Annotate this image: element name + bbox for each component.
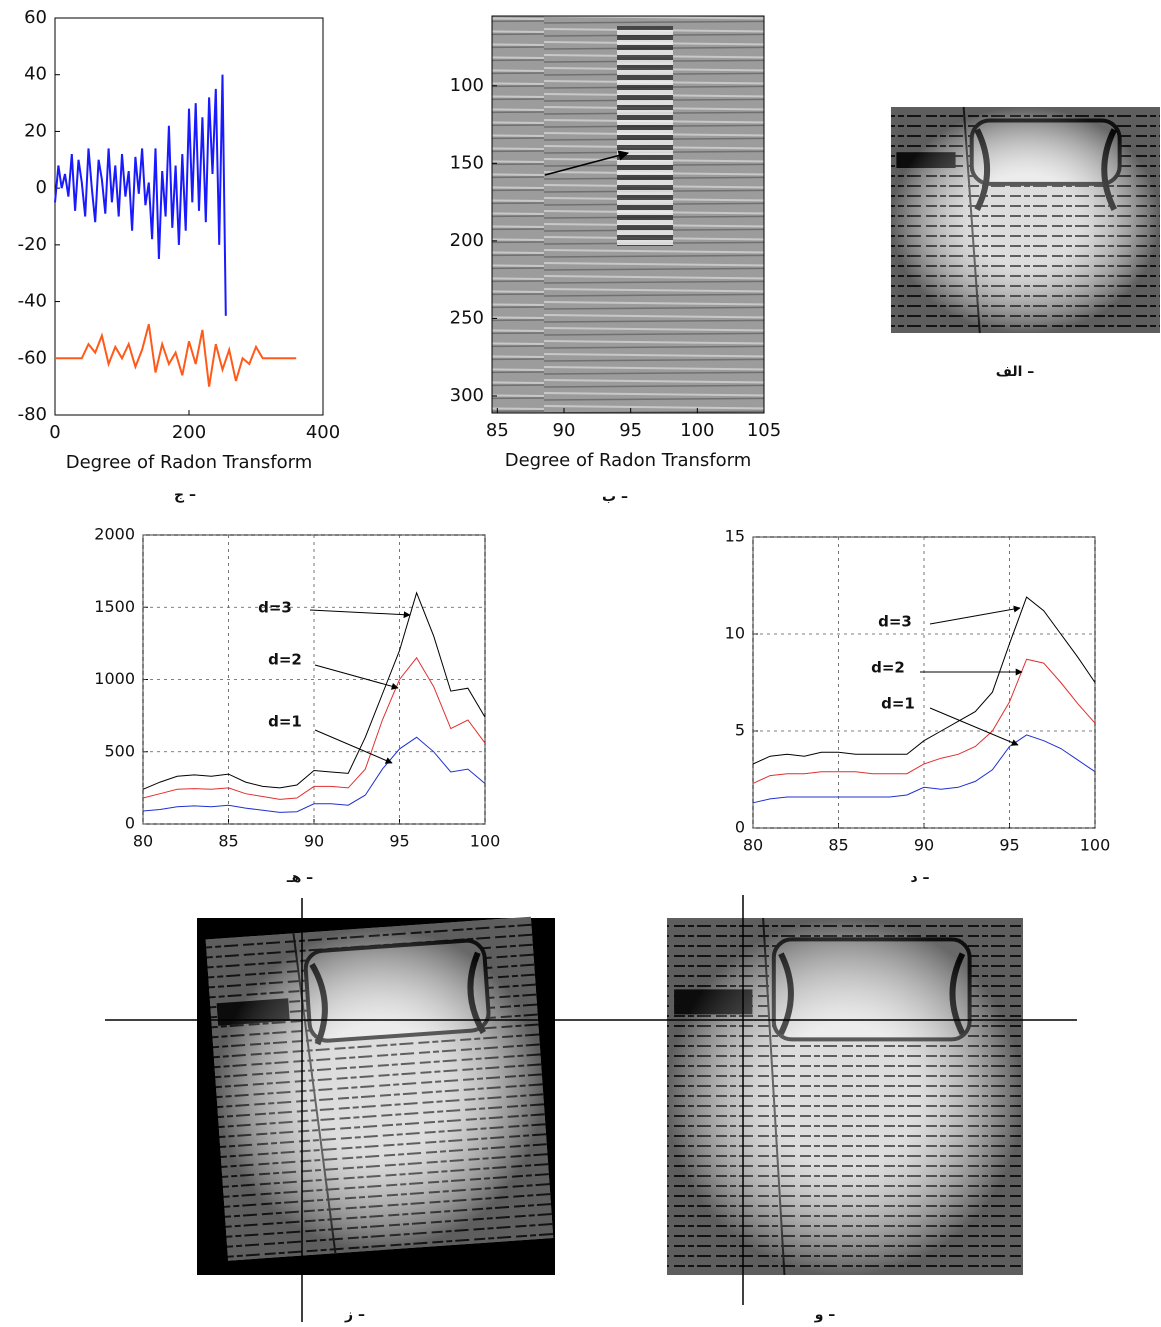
y-tick-label: 1000 <box>94 669 135 688</box>
annotation-arrow <box>314 729 393 764</box>
series-line <box>752 658 1096 784</box>
y-tick-label: 20 <box>24 120 47 141</box>
radon-band <box>617 26 673 246</box>
y-tick-label: 300 <box>450 385 484 406</box>
y-tick-label: 40 <box>24 64 47 85</box>
annotation-arrow <box>929 707 1019 746</box>
y-tick-label: -60 <box>18 347 47 368</box>
x-tick-label: 95 <box>619 420 642 441</box>
x-tick-label: 80 <box>743 836 763 855</box>
annotation: d=3 <box>258 599 292 617</box>
annotation-arrow <box>309 609 411 619</box>
caption: ز – <box>344 1307 365 1323</box>
y-tick-label: 100 <box>450 75 484 96</box>
x-tick-label: 105 <box>747 420 781 441</box>
series-line <box>54 74 227 316</box>
x-tick-label: 95 <box>389 832 409 851</box>
x-tick-label: 100 <box>1080 836 1111 855</box>
x-tick-label: 200 <box>172 422 206 443</box>
y-tick-label: 0 <box>735 818 745 837</box>
shading <box>667 918 1023 1275</box>
annotation: d=2 <box>268 651 302 669</box>
shading <box>891 107 1160 333</box>
y-tick-label: -40 <box>18 291 47 312</box>
annotation-arrow <box>929 605 1021 625</box>
annotation: d=1 <box>268 713 302 731</box>
y-tick-label: 500 <box>104 741 135 760</box>
x-tick-label: 100 <box>680 420 714 441</box>
x-tick-label: 0 <box>49 422 60 443</box>
y-tick-label: 150 <box>450 152 484 173</box>
caption: ج – <box>174 487 196 503</box>
y-tick-label: 200 <box>450 230 484 251</box>
x-tick-label: 90 <box>304 832 324 851</box>
artwork: ج – 0 200 400 -80 -60 -40 -20 0 20 40 60 Degree of R… <box>18 7 1160 1323</box>
y-tick-label: 0 <box>125 814 135 833</box>
y-tick-label: 250 <box>450 307 484 328</box>
x-tick-label: 400 <box>306 422 340 443</box>
x-tick-label: 85 <box>486 420 509 441</box>
caption: و – <box>814 1307 836 1323</box>
y-tick-label: 1500 <box>94 597 135 616</box>
caption: الف – <box>996 364 1035 380</box>
annotation: d=1 <box>881 695 915 713</box>
x-axis-label: Degree of Radon Transform <box>505 450 752 471</box>
annotation-arrow <box>314 664 399 690</box>
y-tick-label: -80 <box>18 404 47 425</box>
y-tick-label: 10 <box>725 624 745 643</box>
x-tick-label: 90 <box>914 836 934 855</box>
plot-frame <box>491 15 765 414</box>
x-tick-label: 100 <box>470 832 501 851</box>
y-tick-label: 5 <box>735 721 745 740</box>
annotation: d=2 <box>871 659 905 677</box>
x-tick-label: 85 <box>828 836 848 855</box>
caption: ب – <box>602 489 628 505</box>
y-tick-label: 60 <box>24 7 47 28</box>
series-line <box>752 596 1096 765</box>
series-line <box>752 734 1096 804</box>
series-line <box>142 656 486 800</box>
caption: د – <box>910 870 929 886</box>
series-line <box>55 324 297 387</box>
x-tick-label: 95 <box>999 836 1019 855</box>
shading <box>205 916 554 1261</box>
series-line <box>142 736 486 813</box>
x-tick-label: 85 <box>218 832 238 851</box>
y-tick-label: 15 <box>725 527 745 546</box>
y-tick-label: -20 <box>18 234 47 255</box>
x-tick-label: 80 <box>133 832 153 851</box>
x-tick-label: 90 <box>553 420 576 441</box>
x-axis-label: Degree of Radon Transform <box>66 452 313 473</box>
rotated-document <box>205 916 554 1261</box>
annotation: d=3 <box>878 613 912 631</box>
arrow <box>544 150 630 176</box>
y-tick-label: 2000 <box>94 525 135 544</box>
series-line <box>142 591 486 790</box>
y-tick-label: 0 <box>36 177 47 198</box>
caption: هـ – <box>286 870 313 886</box>
